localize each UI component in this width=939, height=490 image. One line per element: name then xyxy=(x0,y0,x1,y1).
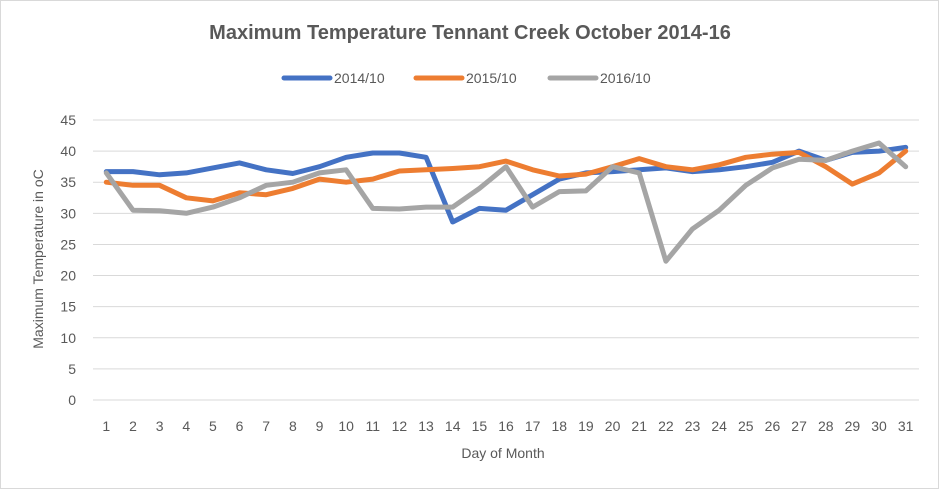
x-tick-label: 20 xyxy=(605,418,621,434)
y-tick-label: 40 xyxy=(60,143,76,159)
y-tick-label: 35 xyxy=(60,174,76,190)
x-tick-label: 17 xyxy=(525,418,541,434)
y-tick-label: 45 xyxy=(60,112,76,128)
y-tick-label: 25 xyxy=(60,236,76,252)
x-tick-label: 23 xyxy=(685,418,701,434)
x-tick-label: 4 xyxy=(182,418,190,434)
series-2014-10 xyxy=(106,147,905,222)
y-tick-label: 15 xyxy=(60,299,76,315)
legend-item: 2015/10 xyxy=(416,70,517,86)
y-tick-label: 20 xyxy=(60,268,76,284)
x-tick-label: 13 xyxy=(418,418,434,434)
y-tick-label: 30 xyxy=(60,205,76,221)
x-tick-label: 22 xyxy=(658,418,674,434)
legend-label: 2016/10 xyxy=(600,70,651,86)
x-tick-label: 16 xyxy=(498,418,514,434)
x-tick-label: 15 xyxy=(472,418,488,434)
x-tick-label: 9 xyxy=(316,418,324,434)
x-tick-label: 19 xyxy=(578,418,594,434)
x-tick-label: 3 xyxy=(156,418,164,434)
x-tick-label: 2 xyxy=(129,418,137,434)
y-tick-label: 5 xyxy=(68,361,76,377)
x-tick-label: 21 xyxy=(631,418,647,434)
x-tick-label: 26 xyxy=(765,418,781,434)
legend-label: 2015/10 xyxy=(466,70,517,86)
chart-title: Maximum Temperature Tennant Creek Octobe… xyxy=(209,22,731,44)
x-tick-label: 27 xyxy=(791,418,807,434)
legend-label: 2014/10 xyxy=(334,70,385,86)
x-tick-label: 12 xyxy=(392,418,408,434)
legend-item: 2014/10 xyxy=(284,70,385,86)
x-tick-label: 14 xyxy=(445,418,461,434)
legend-item: 2016/10 xyxy=(550,70,651,86)
series-line xyxy=(106,147,905,222)
x-tick-label: 1 xyxy=(102,418,110,434)
y-tick-label: 0 xyxy=(68,392,76,408)
x-tick-label: 18 xyxy=(552,418,568,434)
x-axis-title: Day of Month xyxy=(461,445,544,461)
x-tick-label: 11 xyxy=(366,418,381,434)
series-lines xyxy=(106,143,905,261)
x-tick-label: 29 xyxy=(845,418,861,434)
x-tick-label: 25 xyxy=(738,418,754,434)
x-tick-label: 8 xyxy=(289,418,297,434)
x-tick-label: 6 xyxy=(236,418,244,434)
x-tick-label: 5 xyxy=(209,418,217,434)
x-tick-label: 30 xyxy=(871,418,887,434)
x-tick-label: 31 xyxy=(898,418,914,434)
x-tick-label: 10 xyxy=(338,418,354,434)
y-tick-label: 10 xyxy=(60,330,76,346)
y-axis-ticks: 0 5 10 15 20 25 30 35 40 45 xyxy=(60,112,76,408)
y-axis-title: Maximum Temperature in oC xyxy=(30,169,46,348)
x-tick-label: 24 xyxy=(711,418,727,434)
legend: 2014/10 2015/10 2016/10 xyxy=(284,70,651,86)
x-tick-label: 7 xyxy=(262,418,270,434)
x-tick-label: 28 xyxy=(818,418,834,434)
